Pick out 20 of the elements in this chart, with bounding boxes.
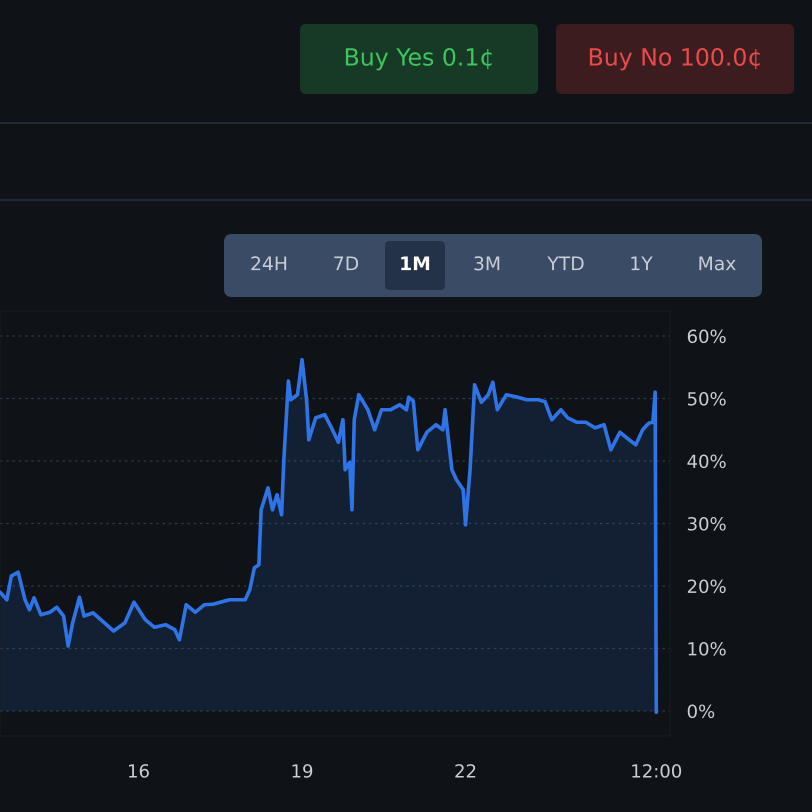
- y-tick-label: 10%: [688, 642, 726, 656]
- x-tick-label: 16: [129, 764, 149, 778]
- y-tick-label: 20%: [688, 579, 726, 594]
- text: YTD: [547, 256, 584, 270]
- text: Max: [699, 256, 736, 270]
- x-tick-label: 19: [292, 764, 312, 778]
- text: 1M: [401, 256, 430, 270]
- text: 24H: [251, 256, 286, 270]
- y-tick-label: 50%: [688, 392, 726, 406]
- text: 3M: [474, 256, 500, 270]
- text: Buy Yes 0.1¢: [346, 48, 492, 70]
- text: 1Y: [631, 256, 653, 270]
- x-tick-label: 12:00: [632, 764, 682, 778]
- y-tick-label: 0%: [688, 704, 714, 718]
- y-tick-label: 60%: [688, 329, 726, 344]
- x-tick-label: 22: [455, 764, 476, 778]
- text: 7D: [334, 256, 358, 270]
- y-tick-label: 40%: [687, 454, 726, 468]
- text: Buy No 100.0¢: [590, 48, 760, 70]
- y-tick-label: 30%: [688, 516, 726, 531]
